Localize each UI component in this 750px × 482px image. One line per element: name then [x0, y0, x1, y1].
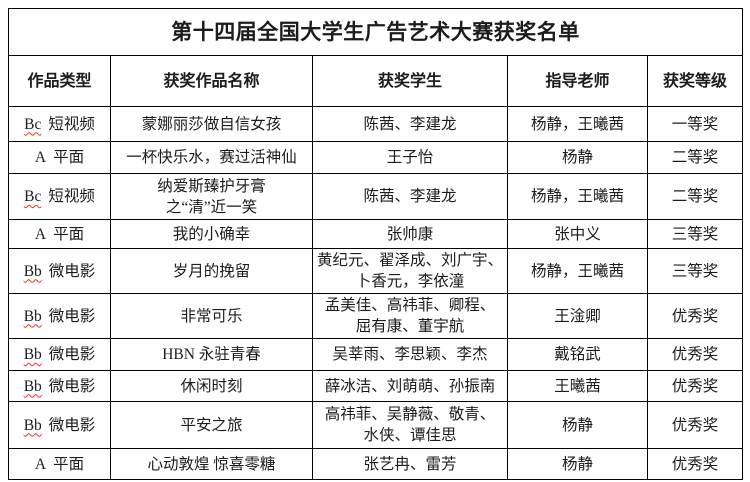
cell-students: 黄纪元、翟泽成、刘广宇、 卜香元，李依潼 [312, 248, 508, 294]
work-type-code: Bb [23, 416, 42, 434]
award-table: 第十四届全国大学生广告艺术大赛获奖名单 作品类型 获奖作品名称 获奖学生 指导老… [7, 8, 744, 480]
work-type-label: 微电影 [48, 262, 96, 280]
work-type-code: A [34, 149, 47, 166]
cell-work-name: 休闲时刻 [110, 370, 313, 402]
work-type-code: Bb [23, 307, 42, 325]
cell-work-name: 岁月的挽留 [110, 248, 313, 294]
table-row: Bc 短视频 纳爱斯臻护牙膏 之“清”近一笑 陈茜、李建龙 杨静，王曦茜 二等奖 [8, 173, 744, 220]
table-row: A 平面 我的小确幸 张帅康 张中义 三等奖 [8, 219, 744, 249]
cell-students: 陈茜、李建龙 [312, 173, 508, 220]
cell-award: 一等奖 [646, 106, 744, 142]
cell-teachers: 王曦茜 [507, 370, 648, 402]
work-type-label: 平面 [53, 455, 85, 473]
work-type-code: Bb [23, 377, 42, 395]
cell-award: 二等奖 [646, 173, 744, 220]
cell-students: 张艺冉、雷芳 [312, 448, 508, 480]
work-type-label: 微电影 [48, 307, 96, 325]
cell-students: 薛冰洁、刘萌萌、孙振南 [312, 370, 508, 402]
cell-teachers: 杨静，王曦茜 [507, 173, 648, 220]
work-type-code: A [34, 455, 47, 473]
cell-work-name: 一杯快乐水，赛过活神仙 [110, 141, 313, 174]
cell-teachers: 戴铭武 [507, 338, 648, 371]
cell-teachers: 王淦卿 [507, 293, 648, 339]
cell-students: 王子怡 [312, 141, 508, 174]
work-type-label: 平面 [53, 225, 85, 243]
work-type-label: 微电影 [48, 346, 96, 363]
cell-award: 优秀奖 [646, 370, 744, 402]
work-type-label: 微电影 [48, 416, 96, 434]
cell-teachers: 杨静 [507, 401, 648, 449]
cell-award: 三等奖 [646, 219, 744, 249]
column-header-work-type: 作品类型 [8, 55, 111, 107]
cell-teachers: 杨静 [507, 141, 648, 174]
table-row: Bb 微电影 休闲时刻 薛冰洁、刘萌萌、孙振南 王曦茜 优秀奖 [8, 370, 744, 402]
cell-work-type: A 平面 [8, 141, 111, 174]
cell-award: 优秀奖 [646, 293, 744, 339]
column-header-work-name: 获奖作品名称 [110, 55, 313, 107]
work-type-label: 短视频 [48, 188, 95, 205]
cell-teachers: 杨静，王曦茜 [507, 248, 648, 294]
work-type-label: 平面 [53, 149, 85, 166]
cell-work-type: Bc 短视频 [8, 106, 111, 142]
table-row: Bb 微电影 岁月的挽留 黄纪元、翟泽成、刘广宇、 卜香元，李依潼 杨静，王曦茜 … [8, 248, 744, 294]
cell-work-type: Bc 短视频 [8, 173, 111, 220]
cell-work-name: HBN 永驻青春 [110, 338, 313, 371]
table-title-row: 第十四届全国大学生广告艺术大赛获奖名单 [7, 8, 744, 56]
cell-teachers: 张中义 [507, 219, 648, 249]
cell-work-type: Bb 微电影 [8, 370, 111, 402]
table-row: A 平面 一杯快乐水，赛过活神仙 王子怡 杨静 二等奖 [8, 141, 744, 174]
table-row: Bb 微电影 HBN 永驻青春 吴莘雨、李思颖、李杰 戴铭武 优秀奖 [8, 338, 744, 371]
cell-work-type: Bb 微电影 [8, 293, 111, 339]
work-type-code: Bb [23, 346, 42, 363]
cell-teachers: 杨静 [507, 448, 648, 480]
work-type-code: Bb [23, 262, 42, 280]
cell-award: 优秀奖 [646, 448, 744, 480]
work-type-code: Bc [24, 115, 42, 133]
cell-work-name: 我的小确幸 [110, 219, 313, 249]
cell-students: 陈茜、李建龙 [312, 106, 508, 142]
cell-work-name: 非常可乐 [110, 293, 313, 339]
column-header-students: 获奖学生 [312, 55, 508, 107]
table-row: Bb 微电影 非常可乐 孟美佳、高祎菲、卿程、 屈有康、董宇航 王淦卿 优秀奖 [8, 293, 744, 339]
table-header-row: 作品类型 获奖作品名称 获奖学生 指导老师 获奖等级 [8, 55, 744, 107]
cell-students: 高祎菲、吴静薇、敬青、 水侠、谭佳思 [312, 401, 508, 449]
cell-students: 孟美佳、高祎菲、卿程、 屈有康、董宇航 [312, 293, 508, 339]
table-row: A 平面 心动敦煌 惊喜零糖 张艺冉、雷芳 杨静 优秀奖 [8, 448, 744, 480]
work-type-code: Bc [24, 188, 42, 205]
work-type-label: 短视频 [48, 115, 95, 133]
cell-teachers: 杨静，王曦茜 [507, 106, 648, 142]
cell-work-name: 蒙娜丽莎做自信女孩 [110, 106, 313, 142]
column-header-award: 获奖等级 [646, 55, 744, 107]
work-type-code: A [34, 225, 47, 243]
cell-students: 吴莘雨、李思颖、李杰 [312, 338, 508, 371]
cell-students: 张帅康 [312, 219, 508, 249]
table-row: Bb 微电影 平安之旅 高祎菲、吴静薇、敬青、 水侠、谭佳思 杨静 优秀奖 [8, 401, 744, 449]
cell-work-type: Bb 微电影 [8, 338, 111, 371]
table-row: Bc 短视频 蒙娜丽莎做自信女孩 陈茜、李建龙 杨静，王曦茜 一等奖 [8, 106, 744, 142]
table-title: 第十四届全国大学生广告艺术大赛获奖名单 [7, 8, 744, 56]
cell-work-type: Bb 微电影 [8, 248, 111, 294]
cell-award: 三等奖 [646, 248, 744, 294]
cell-award: 二等奖 [646, 141, 744, 174]
work-type-label: 微电影 [48, 377, 96, 395]
cell-work-type: A 平面 [8, 219, 111, 249]
cell-award: 优秀奖 [646, 401, 744, 449]
cell-award: 优秀奖 [646, 338, 744, 371]
cell-work-name: 心动敦煌 惊喜零糖 [110, 448, 313, 480]
cell-work-type: A 平面 [8, 448, 111, 480]
cell-work-type: Bb 微电影 [8, 401, 111, 449]
column-header-teachers: 指导老师 [507, 55, 648, 107]
cell-work-name: 平安之旅 [110, 401, 313, 449]
cell-work-name: 纳爱斯臻护牙膏 之“清”近一笑 [110, 173, 313, 220]
